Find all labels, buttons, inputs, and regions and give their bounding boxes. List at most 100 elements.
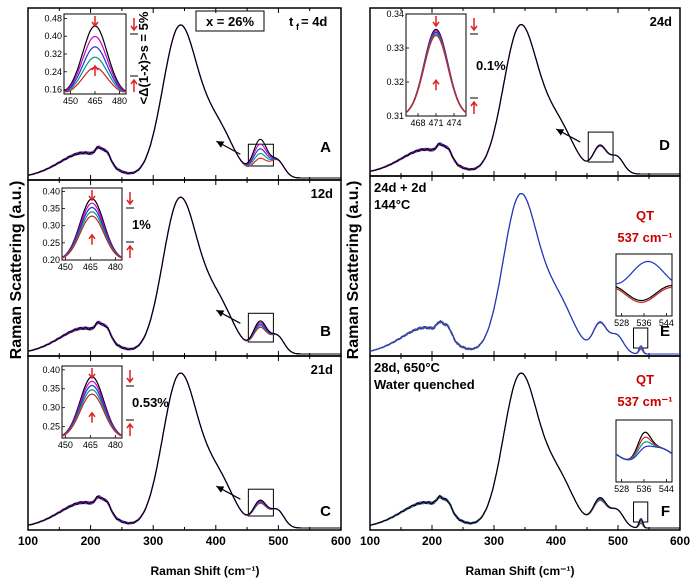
- spectra-layer: [27, 16, 680, 529]
- inset-A-ytick-label: 0.48: [44, 13, 62, 23]
- inset-series-E-0: [615, 260, 673, 285]
- inset-C-xtick-label: 450: [58, 440, 73, 450]
- y-axis-label-right: Raman Scattering (a.u.): [345, 181, 362, 360]
- inset-D-ytick-label: 0.32: [386, 77, 404, 87]
- inset-B-ytick-label: 0.35: [42, 204, 60, 214]
- inset-D-ytick-label: 0.31: [386, 111, 404, 121]
- delta-arrow-bottom: [130, 78, 138, 92]
- zoom-box-C: [247, 488, 274, 517]
- inset-B-ytick-label: 0.20: [42, 255, 60, 265]
- inset-C-ytick-label: 0.30: [42, 403, 60, 413]
- bottom-tick-left: 100: [18, 534, 38, 548]
- panel-letter-F: F: [661, 503, 670, 520]
- text-layer: Raman Scattering (a.u.) Raman Scattering…: [8, 9, 690, 578]
- inset-A-ytick-label: 0.24: [44, 67, 62, 77]
- qt-label-F: QT: [636, 372, 654, 387]
- series-line-C-4: [27, 372, 341, 529]
- inset-D-xtick-label: 471: [428, 118, 443, 128]
- inset-E-xtick-label: 544: [659, 318, 674, 328]
- inset-E-frame: [615, 253, 673, 317]
- series-line-E-2: [369, 193, 680, 355]
- delta-annotation-D: 0.1%: [476, 58, 506, 73]
- panel-letter-D: D: [659, 137, 670, 154]
- inset-arrow-top: [91, 16, 99, 28]
- delta-arrow-bottom: [470, 100, 478, 114]
- zoom-box-B: [247, 312, 274, 343]
- bottom-tick-right: 500: [608, 534, 628, 548]
- inset-A-xtick-label: 480: [112, 96, 127, 106]
- series-line-B-4: [27, 196, 341, 355]
- zoom-box-E: [633, 327, 649, 349]
- inset-C-xtick-label: 465: [83, 440, 98, 450]
- inset-arrow-top: [432, 16, 440, 28]
- inset-A-ytick-label: 0.32: [44, 49, 62, 59]
- inset-series-F-3: [615, 445, 673, 461]
- inset-D-ytick-label: 0.33: [386, 43, 404, 53]
- inset-series-B-4: [61, 215, 123, 259]
- inset-A-xtick-label: 465: [87, 96, 102, 106]
- inset-C-ytick-label: 0.35: [42, 384, 60, 394]
- inset-B-xtick-label: 465: [83, 262, 98, 272]
- inset-C-ytick-label: 0.25: [42, 422, 60, 432]
- inset-E-xtick-label: 528: [614, 318, 629, 328]
- bottom-tick-right: 400: [546, 534, 566, 548]
- panel-letter-A: A: [320, 139, 331, 156]
- inset-arrow-bottom: [91, 64, 99, 76]
- label-tf-sub: f: [296, 22, 300, 32]
- delta-arrow-bottom: [126, 422, 134, 436]
- inset-D-xtick-label: 474: [446, 118, 461, 128]
- bottom-tick-left: 400: [206, 534, 226, 548]
- zoom-arrow-D: [555, 128, 581, 143]
- bottom-tick-left: 300: [143, 534, 163, 548]
- inset-B-ytick-label: 0.30: [42, 221, 60, 231]
- qt-freq-F: 537 cm⁻¹: [617, 394, 672, 409]
- inset-E-xtick-label: 536: [636, 318, 651, 328]
- inset-arrow-bottom: [88, 411, 96, 423]
- inset-C-xtick-label: 480: [108, 440, 123, 450]
- inset-arrow-bottom: [88, 233, 96, 245]
- inset-F-xtick-label: 536: [636, 484, 651, 494]
- delta-arrow-bottom: [126, 244, 134, 258]
- panel-letter-B: B: [320, 323, 331, 340]
- zoom-arrow-B: [216, 309, 241, 324]
- bottom-tick-right: 200: [422, 534, 442, 548]
- inset-D-ytick-label: 0.34: [386, 9, 404, 19]
- inset-series-C-4: [61, 393, 123, 437]
- label-F-1: 28d, 650°C: [374, 360, 441, 375]
- panel-frames: [27, 7, 681, 531]
- inset-series-A-2: [63, 46, 127, 93]
- bottom-tick-left: 200: [81, 534, 101, 548]
- zoom-arrow-C: [216, 485, 241, 500]
- label-x26: x = 26%: [206, 14, 255, 29]
- inset-series-E-2: [615, 286, 672, 304]
- inset-series-A-1: [63, 35, 127, 93]
- series-line-D-4: [369, 23, 680, 175]
- x-box: [195, 10, 265, 32]
- label-D: 24d: [650, 14, 672, 29]
- label-B: 12d: [311, 186, 333, 201]
- inset-series-D-4: [405, 34, 467, 114]
- bottom-tick-right: 100: [360, 534, 380, 548]
- delta-arrow-top: [470, 18, 478, 32]
- delta-arrow-top: [130, 18, 138, 32]
- series-line-A-4: [27, 24, 341, 179]
- inset-F-xtick-label: 544: [659, 484, 674, 494]
- delta-arrow-top: [126, 370, 134, 384]
- bottom-tick-left: 600: [331, 534, 351, 548]
- zoom-box-D: [587, 131, 614, 163]
- inset-B-xtick-label: 480: [108, 262, 123, 272]
- inset-F-xtick-label: 528: [614, 484, 629, 494]
- qt-freq-E: 537 cm⁻¹: [617, 230, 672, 245]
- inset-B-ytick-label: 0.25: [42, 238, 60, 248]
- delta-annotation-A: <Δ(1-x)>s = 5%: [136, 11, 151, 104]
- x-axis-label-left: Raman Shift (cm⁻¹): [150, 564, 259, 578]
- zoom-arrow-A: [216, 140, 241, 155]
- bottom-tick-right: 600: [670, 534, 690, 548]
- inset-D-xtick-label: 468: [410, 118, 425, 128]
- inset-series-A-3: [64, 56, 126, 93]
- inset-B-ytick-label: 0.40: [42, 186, 60, 196]
- inset-A-ytick-label: 0.40: [44, 31, 62, 41]
- label-E-2: 144°C: [374, 197, 411, 212]
- inset-arrow-bottom: [432, 79, 440, 91]
